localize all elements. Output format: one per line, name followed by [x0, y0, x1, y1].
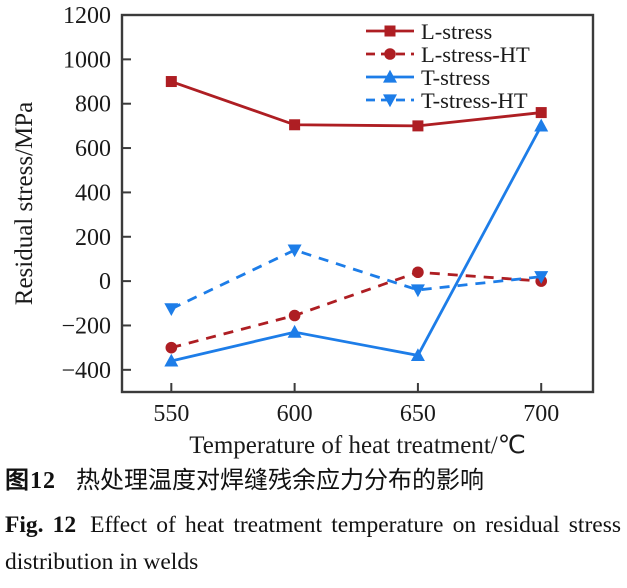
series-marker-L-stress — [165, 76, 177, 88]
y-tick-label: 1000 — [63, 47, 111, 73]
series-line-T-stress-HT — [170, 248, 542, 311]
residual-stress-line-chart: −400 −200 0 200 400 600 800 1000 1200 550 600 650 70… — [11, 3, 595, 459]
y-tick-label: −400 — [61, 358, 111, 384]
series-marker-L-stress — [289, 119, 301, 131]
series-marker-T-stress — [164, 353, 179, 367]
series-marker-L-stress — [412, 120, 424, 132]
x-tick-label: 650 — [400, 401, 436, 427]
x-tick-label: 700 — [523, 401, 559, 427]
caption-en: Fig. 12 Effect of heat treatment temperat… — [5, 507, 621, 582]
legend-marker-L-stress — [384, 25, 396, 37]
caption-en-text: Effect of heat treatment temperature on … — [5, 511, 621, 576]
legend-marker-T-stress — [383, 69, 397, 83]
legend-label-L-stress: L-stress — [421, 19, 492, 44]
series-marker-L-stress — [535, 107, 547, 119]
legend-item-T-stress: T-stress — [366, 65, 490, 90]
x-tick-label: 550 — [153, 401, 189, 427]
series-marker-T-stress — [410, 348, 425, 362]
series-marker-T-stress — [287, 324, 302, 338]
series-marker-L-stress-HT — [165, 341, 178, 354]
y-tick-label: 800 — [75, 92, 111, 118]
legend-label-T-stress: T-stress — [421, 65, 490, 90]
caption-zh-label: 图12 — [5, 468, 56, 494]
series-line-T-stress — [171, 125, 543, 363]
series-marker-L-stress-HT — [412, 266, 424, 279]
plot-frame — [120, 13, 595, 394]
legend-marker-T-stress-HT — [383, 94, 397, 108]
series-line-L-stress — [170, 80, 542, 128]
caption-zh: 图12 热处理温度对焊缝残余应力分布的影响 — [5, 465, 621, 499]
figure-caption: 图12 热处理温度对焊缝残余应力分布的影响 Fig. 12 Effect of he… — [0, 465, 627, 582]
y-axis-label: Residual stress/MPa — [11, 102, 38, 305]
y-tick-label: 200 — [75, 225, 111, 251]
legend-label-L-stress-HT: L-stress-HT — [421, 42, 530, 67]
y-tick-label: −200 — [61, 313, 111, 339]
legend-label-T-stress-HT: T-stress-HT — [421, 88, 528, 113]
x-tick-label: 600 — [277, 401, 313, 427]
legend-item-T-stress-HT: T-stress-HT — [366, 88, 528, 113]
caption-en-label: Fig. 12 — [5, 511, 77, 538]
series-marker-T-stress — [534, 118, 549, 132]
series-marker-T-stress-HT — [164, 303, 179, 317]
series-marker-T-stress-HT — [534, 271, 549, 284]
legend-item-L-stress-HT: L-stress-HT — [366, 42, 530, 67]
caption-zh-text: 热处理温度对焊缝残余应力分布的影响 — [76, 468, 484, 494]
y-tick-label: 400 — [75, 180, 111, 206]
y-tick-label: 1200 — [63, 3, 111, 29]
series-marker-T-stress-HT — [287, 244, 302, 258]
series-marker-T-stress-HT — [410, 284, 425, 298]
legend-marker-L-stress-HT — [384, 48, 396, 60]
legend-item-L-stress: L-stress — [366, 19, 492, 44]
y-tick-label: 600 — [75, 136, 111, 162]
x-axis-label: Temperature of heat treatment/℃ — [189, 432, 526, 459]
y-tick-label: 0 — [99, 269, 111, 295]
series-line-L-stress-HT — [170, 270, 542, 350]
series-marker-L-stress-HT — [288, 309, 301, 322]
